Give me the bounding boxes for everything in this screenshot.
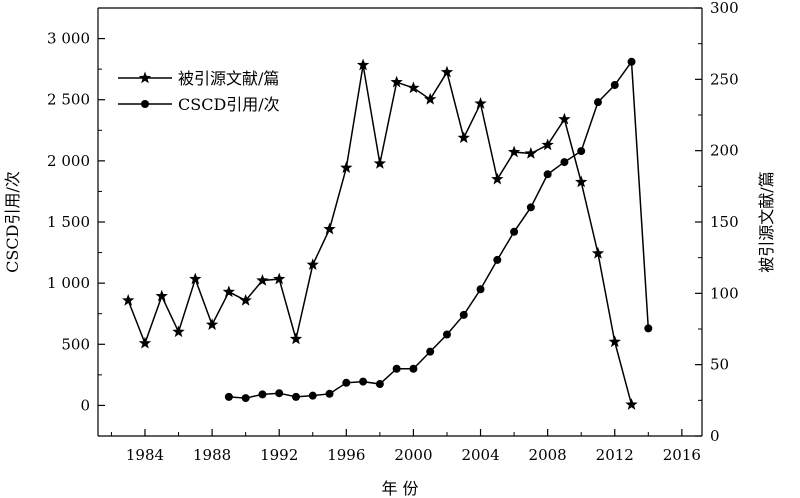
circle-point [644, 324, 653, 333]
circle-point [325, 389, 334, 398]
circle-point [593, 98, 602, 107]
circle-point [224, 392, 233, 401]
legend-star-marker [138, 71, 152, 84]
y-right-tick-label: 50 [710, 356, 729, 374]
star-point [356, 58, 370, 71]
star-point [524, 147, 538, 159]
star-point [373, 157, 387, 169]
star-point [440, 65, 454, 78]
legend-label-citations: CSCD引用/次 [178, 95, 280, 114]
x-tick-label: 2000 [394, 446, 432, 464]
series-layer [122, 57, 653, 410]
circle-point [493, 255, 502, 264]
star-point [189, 272, 202, 285]
y-left-tick-label: 0 [80, 396, 90, 414]
y-right-tick-label: 250 [710, 70, 739, 88]
star-point [289, 332, 303, 345]
circle-point [409, 364, 418, 373]
x-tick-label: 2004 [461, 446, 499, 464]
circle-point [526, 203, 535, 212]
star-point [507, 145, 521, 158]
y-left-tick-label: 3 000 [47, 30, 90, 48]
circle-point [560, 158, 569, 167]
star-point [222, 285, 236, 298]
x-tick-label: 1992 [260, 446, 298, 464]
circle-point [291, 392, 300, 401]
x-tick-label: 2012 [596, 446, 634, 464]
y-right-tick-label: 100 [710, 284, 739, 302]
y-right-ticks: 0 50 100 150 200 250 300 [695, 0, 739, 445]
star-point [541, 138, 554, 151]
star-point [390, 75, 403, 88]
legend-item-citations: CSCD引用/次 [118, 95, 280, 114]
legend: 被引源文献/篇 CSCD引用/次 [118, 69, 280, 114]
star-point [424, 92, 437, 105]
x-tick-label: 1988 [193, 446, 231, 464]
y-axis-left-title: CSCD引用/次 [3, 171, 22, 273]
series-line-0 [127, 64, 633, 405]
star-point [323, 222, 336, 235]
circle-point [543, 170, 552, 179]
star-point [591, 246, 605, 259]
legend-circle-marker [141, 100, 149, 108]
x-ticks: 1984 1988 1992 1996 2000 2004 2008 2012 2016 [110, 429, 701, 464]
circle-point [577, 147, 586, 156]
star-point [256, 273, 269, 286]
series-line-1 [228, 59, 650, 399]
circle-point [459, 310, 468, 319]
circle-point [258, 390, 267, 399]
circle-point [241, 394, 250, 403]
circle-point [476, 285, 485, 294]
x-tick-label: 1984 [126, 446, 164, 464]
circle-point [359, 377, 368, 386]
circle-point [308, 391, 317, 400]
star-point [474, 97, 487, 109]
x-axis-title: 年 份 [381, 479, 418, 498]
star-point [457, 131, 470, 144]
star-point [608, 335, 621, 348]
circle-point [442, 330, 451, 339]
y-left-tick-label: 1 500 [47, 213, 90, 231]
circle-point [375, 380, 384, 389]
y-right-tick-label: 200 [710, 142, 739, 160]
legend-label-sources: 被引源文献/篇 [178, 69, 279, 88]
x-tick-label: 1996 [327, 446, 365, 464]
circle-point [627, 57, 636, 66]
star-point [558, 112, 571, 125]
y-left-ticks: 0 500 1 000 1 500 2 000 2 500 3 000 [47, 30, 105, 414]
circle-point [392, 364, 401, 373]
y-right-tick-label: 150 [710, 213, 739, 231]
y-left-tick-label: 2 500 [47, 91, 90, 109]
circle-point [610, 81, 619, 90]
circle-point [342, 378, 351, 387]
x-tick-label: 2008 [529, 446, 567, 464]
star-point [625, 398, 638, 410]
star-point [122, 293, 135, 306]
star-point [340, 161, 353, 174]
star-point [273, 272, 286, 285]
star-point [172, 325, 185, 338]
y-left-tick-label: 1 000 [47, 274, 90, 292]
y-left-tick-label: 2 000 [47, 152, 90, 170]
star-point [407, 81, 420, 94]
star-point [575, 175, 588, 188]
circle-point [426, 347, 435, 356]
y-axis-right-title: 被引源文献/篇 [757, 171, 776, 272]
x-tick-label: 2016 [663, 446, 701, 464]
y-right-tick-label: 0 [710, 427, 720, 445]
y-right-tick-label: 300 [710, 0, 739, 17]
star-point [205, 318, 219, 330]
y-left-tick-label: 500 [61, 335, 90, 353]
star-point [155, 289, 168, 302]
star-point [491, 172, 504, 185]
legend-item-sources: 被引源文献/篇 [118, 69, 279, 88]
circle-point [275, 389, 284, 398]
star-point [239, 293, 252, 306]
star-point [138, 336, 152, 349]
circle-point [510, 227, 519, 236]
star-point [306, 258, 319, 271]
